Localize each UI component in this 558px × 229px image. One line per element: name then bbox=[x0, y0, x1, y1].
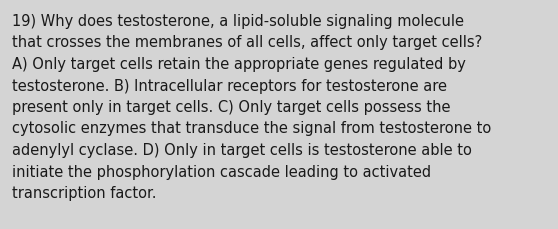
Text: that crosses the membranes of all cells, affect only target cells?: that crosses the membranes of all cells,… bbox=[12, 35, 482, 50]
Text: testosterone. B) Intracellular receptors for testosterone are: testosterone. B) Intracellular receptors… bbox=[12, 78, 447, 93]
Text: cytosolic enzymes that transduce the signal from testosterone to: cytosolic enzymes that transduce the sig… bbox=[12, 121, 491, 136]
Text: 19) Why does testosterone, a lipid-soluble signaling molecule: 19) Why does testosterone, a lipid-solub… bbox=[12, 14, 464, 29]
Text: A) Only target cells retain the appropriate genes regulated by: A) Only target cells retain the appropri… bbox=[12, 57, 466, 72]
Text: present only in target cells. C) Only target cells possess the: present only in target cells. C) Only ta… bbox=[12, 100, 450, 114]
Text: transcription factor.: transcription factor. bbox=[12, 185, 156, 200]
Text: initiate the phosphorylation cascade leading to activated: initiate the phosphorylation cascade lea… bbox=[12, 164, 431, 179]
Text: adenylyl cyclase. D) Only in target cells is testosterone able to: adenylyl cyclase. D) Only in target cell… bbox=[12, 142, 472, 157]
